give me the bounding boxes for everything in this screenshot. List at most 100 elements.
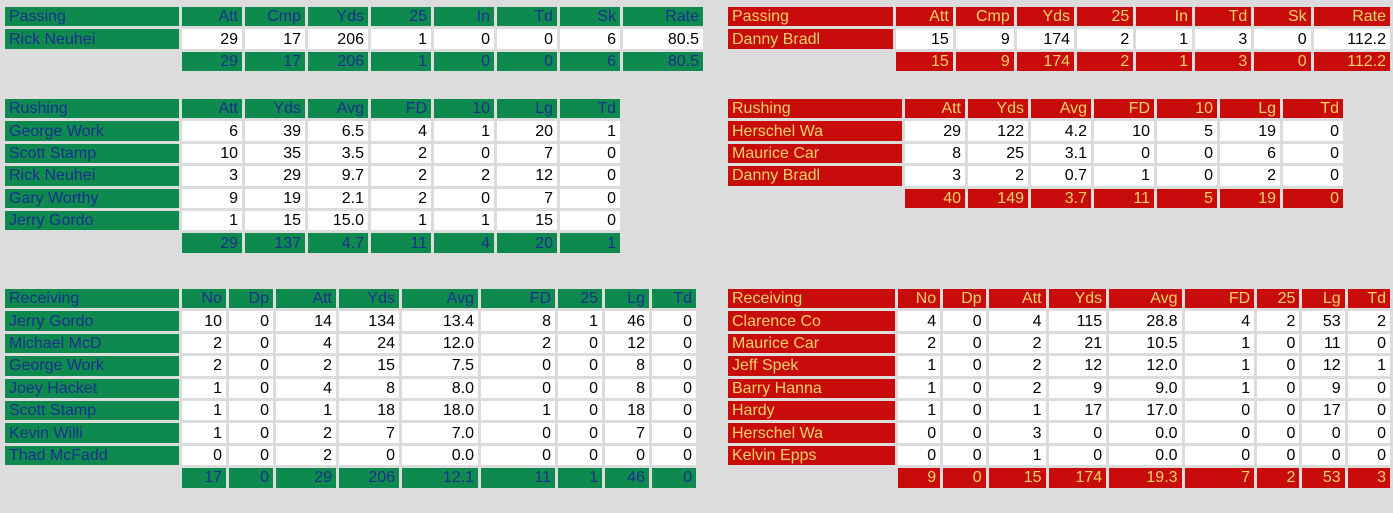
receiving-header-row: Receiving No Dp Att Yds Avg FD 25 Lg Td (728, 289, 1390, 309)
stat-cell: 0.0 (1109, 423, 1182, 443)
stat-cell: 21 (1048, 333, 1107, 354)
stat-cell: 7.0 (402, 423, 478, 443)
stat-cell: 1 (1347, 356, 1390, 376)
stat-cell: 6 (182, 121, 242, 141)
column-header: Lg (605, 289, 649, 309)
stat-cell: 0 (943, 378, 986, 398)
stat-cell: 4 (1184, 311, 1255, 331)
away-passing-table: Passing Att Cmp Yds 25 In Td Sk Rate Danny Bradl 1… (725, 4, 1393, 74)
player-name: Rick Neuhei (5, 29, 179, 49)
stat-cell: 4.2 (1031, 121, 1091, 141)
totals-spacer (5, 468, 179, 487)
stat-cell: 1 (1136, 29, 1192, 49)
column-header: Td (1195, 7, 1252, 27)
stat-cell: 18 (339, 400, 399, 421)
player-row: Herschel Wa 29 122 4.2 10 5 19 0 (728, 121, 1343, 141)
column-header: FD (1094, 99, 1154, 119)
total-cell: 19 (1220, 188, 1280, 208)
stat-cell: 0 (560, 166, 620, 186)
stat-cell: 0 (229, 356, 273, 376)
stat-cell: 0 (1157, 166, 1217, 186)
stat-cell: 15.0 (308, 210, 368, 231)
stat-cell: 2 (988, 356, 1046, 376)
total-cell: 0 (229, 468, 273, 488)
totals-spacer (5, 233, 179, 252)
total-cell: 17 (182, 468, 226, 488)
stat-cell: 2 (1220, 166, 1280, 186)
total-cell: 12.1 (402, 468, 478, 488)
column-header: No (182, 289, 226, 309)
player-row: Michael McD 2 0 4 24 12.0 2 0 12 0 (5, 333, 696, 354)
player-row: Maurice Car 8 25 3.1 0 0 6 0 (728, 143, 1343, 164)
stat-cell: 10.5 (1109, 333, 1182, 354)
stat-cell: 1 (897, 400, 941, 421)
stat-cell: 0 (339, 445, 399, 466)
receiving-header-row: Receiving No Dp Att Yds Avg FD 25 Lg Td (5, 289, 696, 309)
home-rushing-table: Rushing Att Yds Avg FD 10 Lg Td George Work 6 39 6.… (2, 96, 623, 256)
stat-cell: 0 (1257, 445, 1300, 466)
player-name: Jerry Gordo (5, 311, 179, 331)
total-cell: 17 (245, 51, 305, 72)
stat-cell: 0 (1302, 445, 1345, 466)
stat-cell: 3.5 (308, 143, 368, 164)
stat-cell: 206 (308, 29, 368, 49)
stat-cell: 6.5 (308, 121, 368, 141)
stat-cell: 5 (1157, 121, 1217, 141)
player-name: Joey Hacket (5, 378, 179, 398)
total-cell: 0 (434, 51, 494, 72)
player-name: Gary Worthy (5, 188, 179, 208)
stat-cell: 0.0 (1109, 445, 1182, 466)
column-header: Dp (229, 289, 273, 309)
stat-cell: 3 (1195, 29, 1252, 49)
stat-cell: 80.5 (623, 29, 703, 49)
stat-cell: 8 (481, 311, 555, 331)
player-name: Hardy (728, 400, 895, 421)
stat-cell: 0 (560, 210, 620, 231)
total-cell: 0 (497, 51, 557, 72)
stat-cell: 3 (988, 423, 1046, 443)
player-row: George Work 2 0 2 15 7.5 0 0 8 0 (5, 356, 696, 376)
stat-cell: 15 (339, 356, 399, 376)
stat-cell: 2 (968, 166, 1028, 186)
stat-cell: 8 (905, 143, 965, 164)
away-rushing-table: Rushing Att Yds Avg FD 10 Lg Td Herschel Wa 29 122… (725, 96, 1346, 211)
stat-cell: 1 (481, 400, 555, 421)
stat-cell: 19 (245, 188, 305, 208)
rushing-header-row: Rushing Att Yds Avg FD 10 Lg Td (5, 99, 620, 119)
player-row: Scott Stamp 10 35 3.5 2 0 7 0 (5, 143, 620, 164)
rushing-title: Rushing (5, 99, 179, 119)
stat-cell: 0 (1347, 400, 1390, 421)
column-header: Td (652, 289, 696, 309)
total-cell: 149 (968, 188, 1028, 208)
stat-cell: 1 (988, 445, 1046, 466)
stat-cell: 0 (1094, 143, 1154, 164)
stat-cell: 0 (1157, 143, 1217, 164)
passing-title: Passing (5, 7, 179, 27)
stat-cell: 6 (560, 29, 620, 49)
totals-row: 15 9 174 2 1 3 0 112.2 (728, 51, 1390, 72)
column-header: FD (481, 289, 555, 309)
rushing-title: Rushing (728, 99, 902, 119)
column-header: Lg (497, 99, 557, 119)
stat-cell: 0 (943, 423, 986, 443)
total-cell: 20 (497, 233, 557, 253)
total-cell: 3 (1195, 51, 1252, 72)
stat-cell: 2 (371, 143, 431, 164)
column-header: Lg (1220, 99, 1280, 119)
stat-cell: 3 (182, 166, 242, 186)
stat-cell: 1 (560, 121, 620, 141)
total-cell: 2 (1257, 468, 1300, 488)
total-cell: 0 (943, 468, 986, 488)
player-name: Michael McD (5, 333, 179, 354)
total-cell: 11 (1094, 188, 1154, 208)
column-header: Yds (339, 289, 399, 309)
stat-cell: 6 (1220, 143, 1280, 164)
stat-cell: 0 (434, 143, 494, 164)
total-cell: 0 (1254, 51, 1311, 72)
stat-cell: 8 (339, 378, 399, 398)
stat-cell: 1 (276, 400, 336, 421)
stat-cell: 9.0 (1109, 378, 1182, 398)
stat-cell: 35 (245, 143, 305, 164)
column-header: 25 (1257, 289, 1300, 309)
player-name: Kevin Willi (5, 423, 179, 443)
